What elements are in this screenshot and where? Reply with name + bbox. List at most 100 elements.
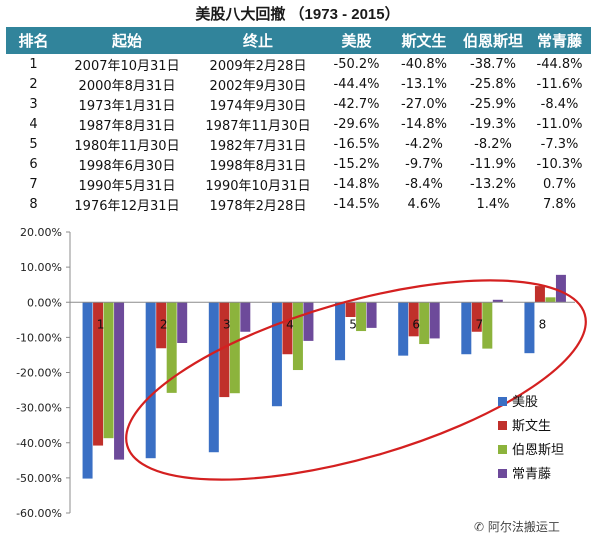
bar-3-cat-8 [545,297,556,303]
table-body: 1 2007年10月31日 2009年2月28日 -50.2% -40.8% -38.7%… [6,54,591,214]
y-tick-label: 10.00% [20,261,62,274]
bar-4-cat-4 [303,302,314,341]
table-cell: 2007年10月31日 [74,58,180,74]
category-label: 2 [160,317,168,331]
header-start: 起始 [61,27,193,54]
table-cell: 1998年8月31日 [209,158,307,174]
bar-1-cat-2 [145,302,156,459]
table-cell: -15.2% [333,156,380,172]
table-cell: -11.9% [470,156,516,172]
table-cell: 4 [29,116,38,132]
y-tick-label: -30.00% [16,402,62,415]
table-cell: -11.0% [536,116,583,132]
bar-3-cat-3 [229,302,240,394]
table-cell: -44.8% [536,56,583,72]
y-tick-label: 0.00% [27,296,62,309]
legend-label: 常青藤 [512,467,551,482]
category-label: 4 [286,317,294,331]
table-cell: 1987年8月31日 [78,118,176,134]
bar-2-cat-2 [156,302,167,349]
page-title: 美股八大回撤 （1973 - 2015） [195,6,400,23]
header-swensen: 斯文生 [390,27,458,54]
table-cell: 1978年2月28日 [209,198,307,214]
table-cell: -29.6% [333,116,380,132]
bar-4-cat-6 [429,302,440,339]
table-cell: 1974年9月30日 [209,98,307,114]
header-us-stocks: 美股 [323,27,390,54]
table-cell: -14.8% [333,176,380,192]
y-tick-label: -60.00% [16,507,62,520]
legend-swatch [498,421,507,430]
table-cell: -8.4% [405,176,443,192]
bar-4-cat-3 [240,302,251,332]
header-bernstein: 伯恩斯坦 [458,27,528,54]
table-row: 3 1973年1月31日 1974年9月30日 -42.7% -27.0% -25.9% -… [6,94,591,114]
legend-swatch [498,445,507,454]
legend-label: 斯文生 [512,419,551,434]
table-cell: -50.2% [333,56,380,72]
legend-swatch [498,397,507,406]
table-cell: -42.7% [333,96,380,112]
table-row: 4 1987年8月31日 1987年11月30日 -29.6% -14.8% -19.3%… [6,114,591,134]
table-cell: 1980年11月30日 [74,138,180,154]
table-row: 1 2007年10月31日 2009年2月28日 -50.2% -40.8% -38.7%… [6,54,591,74]
category-label: 7 [475,317,483,331]
bar-2-cat-8 [534,286,545,303]
watermark-text: 阿尔法搬运工 [487,520,560,534]
bar-2-cat-6 [408,302,419,337]
bar-1-cat-6 [398,302,409,356]
bar-3-cat-6 [419,302,430,345]
bar-4-cat-1 [114,302,125,460]
highlight-ellipse [125,279,587,481]
table-cell: -7.3% [540,136,579,152]
bar-1-cat-5 [335,302,346,361]
table-cell: -38.7% [470,56,516,72]
bar-4-cat-7 [492,299,503,303]
table-row: 8 1976年12月31日 1978年2月28日 -14.5% 4.6% 1.4% 7.8% [6,194,591,214]
bar-3-cat-5 [356,302,367,332]
table-cell: -25.9% [470,96,516,112]
bar-1-cat-3 [208,302,219,453]
bar-3-cat-2 [166,302,177,393]
table-cell: -19.3% [470,116,516,132]
y-tick-label: -20.00% [16,367,62,380]
table-cell: 1998年6月30日 [78,158,176,174]
table-cell: 1982年7月31日 [209,138,307,154]
table-cell: -10.3% [536,156,583,172]
drawdown-table: 排名 起始 终止 美股 斯文生 伯恩斯坦 常青藤 1 2007年10月31日 200… [6,27,591,214]
table-row: 6 1998年6月30日 1998年8月31日 -15.2% -9.7% -11.9% -1… [6,154,591,174]
table-cell: 7 [29,176,38,192]
watermark-icon: ✆ [474,520,485,534]
table-row: 5 1980年11月30日 1982年7月31日 -16.5% -4.2% -8.2% -7… [6,134,591,154]
header-rank: 排名 [6,27,61,54]
table-cell: -44.4% [333,76,380,92]
legend-label: 美股 [512,395,538,410]
bar-3-cat-4 [292,302,303,371]
category-label: 1 [97,317,105,331]
table-cell: 2002年9月30日 [209,78,307,94]
table-cell: 7.8% [542,196,577,212]
bar-4-cat-5 [366,302,377,328]
table-cell: 2009年2月28日 [209,58,307,74]
bar-2-cat-1 [93,302,104,446]
bar-2-cat-3 [219,302,230,398]
table-header-row: 排名 起始 终止 美股 斯文生 伯恩斯坦 常青藤 [6,27,591,54]
bar-4-cat-8 [555,274,566,303]
y-tick-label: -10.00% [16,331,62,344]
y-tick-label: 20.00% [20,226,62,239]
table-cell: 1990年10月31日 [205,178,311,194]
table-cell: 3 [29,96,38,112]
bar-4-cat-2 [177,302,188,343]
table-cell: -4.2% [405,136,443,152]
bar-3-cat-1 [103,302,114,439]
table-cell: 1973年1月31日 [78,98,176,114]
bar-1-cat-8 [524,302,535,354]
bar-2-cat-5 [345,302,356,318]
table-cell: 1.4% [476,196,510,212]
bar-2-cat-4 [282,302,293,355]
table-cell: 5 [29,136,38,152]
table-row: 2 2000年8月31日 2002年9月30日 -44.4% -13.1% -25.8% -… [6,74,591,94]
legend-label: 伯恩斯坦 [512,443,564,458]
bar-2-cat-7 [471,302,482,332]
table-cell: 1 [29,56,38,72]
